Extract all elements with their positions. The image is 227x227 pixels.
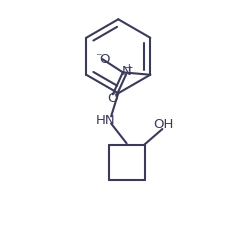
- Text: O: O: [108, 92, 118, 105]
- Text: ⁻: ⁻: [95, 51, 102, 64]
- Text: N: N: [121, 65, 131, 78]
- Text: OH: OH: [153, 118, 174, 131]
- Text: O: O: [99, 53, 109, 66]
- Text: +: +: [125, 63, 134, 73]
- Text: HN: HN: [95, 114, 115, 127]
